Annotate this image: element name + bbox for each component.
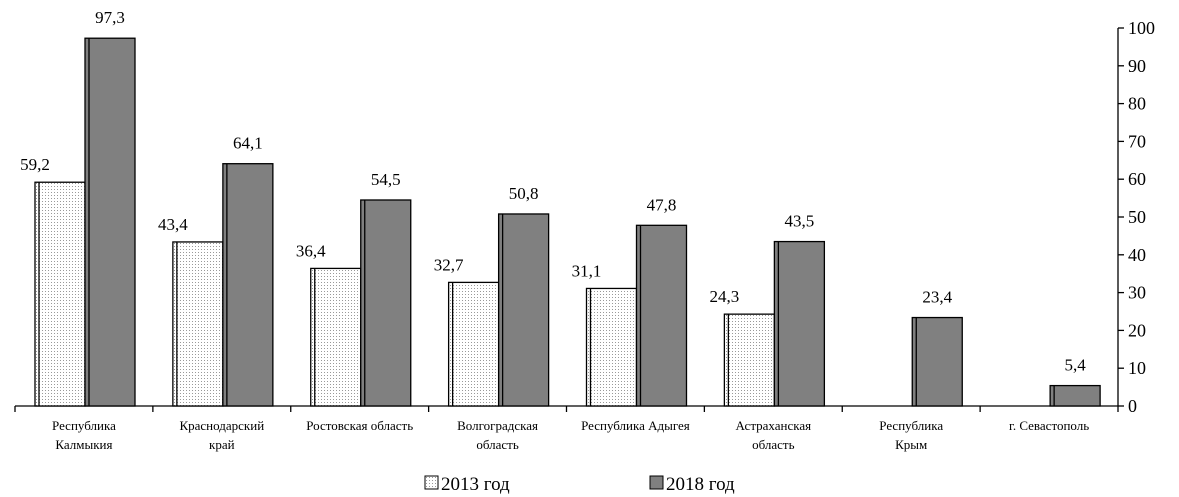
legend-swatch bbox=[649, 475, 664, 490]
x-tick-label-line: область bbox=[752, 437, 794, 452]
x-tick-label: Астраханская область bbox=[735, 418, 811, 452]
bar bbox=[773, 240, 826, 407]
value-label: 5,4 bbox=[1065, 356, 1087, 375]
legend-label: 2013 год bbox=[441, 474, 510, 495]
x-tick-label: Республика Крым bbox=[879, 418, 943, 452]
x-tick-label-line: Республика bbox=[879, 418, 943, 433]
bar bbox=[723, 313, 776, 407]
bar bbox=[84, 37, 136, 407]
value-label: 54,5 bbox=[371, 170, 401, 189]
y-tick-label: 10 bbox=[1128, 358, 1146, 378]
bar bbox=[497, 213, 550, 407]
x-tick-label-line: область bbox=[476, 437, 518, 452]
y-tick-label: 0 bbox=[1128, 396, 1137, 416]
y-tick-label: 100 bbox=[1128, 18, 1155, 38]
bar bbox=[447, 281, 500, 407]
y-tick-label: 90 bbox=[1128, 56, 1146, 76]
y-tick-label: 80 bbox=[1128, 94, 1146, 114]
bar bbox=[911, 316, 963, 407]
bar bbox=[172, 241, 224, 407]
value-label: 43,4 bbox=[158, 215, 188, 234]
x-tick-label-line: Ростовская область bbox=[306, 418, 413, 433]
x-tick-label-line: Республика Адыгея bbox=[581, 418, 690, 433]
y-tick-label: 50 bbox=[1128, 207, 1146, 227]
y-tick-label: 70 bbox=[1128, 131, 1146, 151]
value-label: 43,5 bbox=[785, 212, 815, 231]
x-tick-label-line: Волгоградская bbox=[457, 418, 538, 433]
legend-swatch bbox=[424, 475, 439, 490]
x-tick-label-line: Калмыкия bbox=[55, 437, 112, 452]
value-label: 59,2 bbox=[20, 155, 50, 174]
bar bbox=[34, 181, 86, 407]
value-label: 32,7 bbox=[434, 255, 464, 274]
x-tick-label-line: Республика bbox=[52, 418, 116, 433]
value-label: 97,3 bbox=[95, 8, 125, 27]
bar bbox=[310, 267, 362, 407]
bar bbox=[360, 199, 412, 407]
x-tick-label-line: Астраханская bbox=[735, 418, 811, 433]
x-tick-label: Республика Калмыкия bbox=[52, 418, 116, 452]
x-tick-label-line: г. Севастополь bbox=[1009, 418, 1089, 433]
x-tick-label-line: Краснодарский bbox=[179, 418, 264, 433]
y-tick-label: 30 bbox=[1128, 283, 1146, 303]
legend-label: 2018 год bbox=[666, 474, 735, 495]
value-label: 50,8 bbox=[509, 184, 539, 203]
x-tick-label: Ростовская область bbox=[306, 418, 413, 433]
value-label: 23,4 bbox=[922, 288, 952, 307]
value-label: 31,1 bbox=[572, 261, 602, 280]
x-tick-label-line: Крым bbox=[895, 437, 927, 452]
x-tick-label: Республика Адыгея bbox=[581, 418, 690, 433]
x-tick-label: Краснодарский край bbox=[179, 418, 264, 452]
bar bbox=[1049, 384, 1101, 407]
y-tick-label: 20 bbox=[1128, 320, 1146, 340]
value-label: 64,1 bbox=[233, 134, 263, 153]
value-label: 36,4 bbox=[296, 241, 326, 260]
bar bbox=[635, 224, 688, 407]
y-tick-label: 40 bbox=[1128, 245, 1146, 265]
bar bbox=[222, 163, 274, 407]
x-tick-label: Волгоградская область bbox=[457, 418, 538, 452]
x-tick-label: г. Севастополь bbox=[1009, 418, 1089, 433]
bar bbox=[585, 287, 638, 407]
y-tick-label: 60 bbox=[1128, 169, 1146, 189]
value-label: 24,3 bbox=[710, 287, 740, 306]
x-tick-label-line: край bbox=[209, 437, 235, 452]
value-label: 47,8 bbox=[647, 195, 677, 214]
